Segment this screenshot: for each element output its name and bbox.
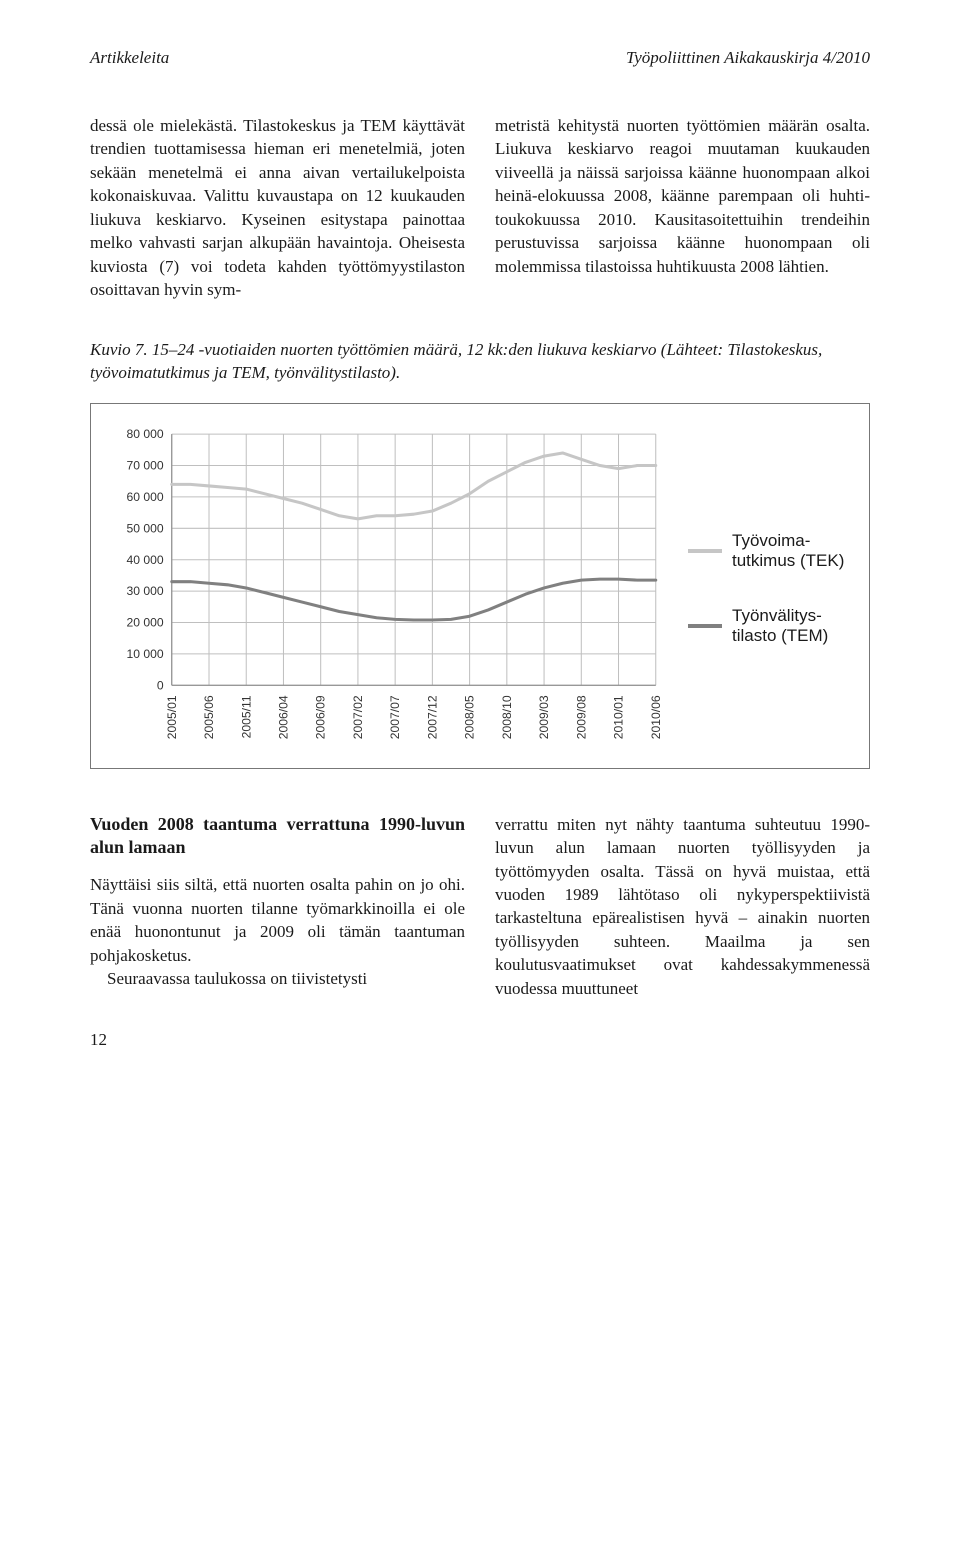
svg-text:2009/08: 2009/08	[574, 695, 588, 739]
svg-text:10 000: 10 000	[127, 646, 164, 660]
svg-text:2010/06: 2010/06	[649, 695, 663, 739]
section-heading: Vuoden 2008 taantuma verrattuna 1990-luv…	[90, 813, 465, 860]
top-paragraphs: dessä ole mielekästä. Tilastokeskus ja T…	[90, 114, 870, 302]
legend-label: Työnvälitys- tilasto (TEM)	[732, 606, 828, 647]
svg-text:50 000: 50 000	[127, 521, 164, 535]
svg-text:60 000: 60 000	[127, 490, 164, 504]
svg-text:2007/07: 2007/07	[388, 695, 402, 739]
svg-text:2007/02: 2007/02	[351, 695, 365, 739]
chart-legend: Työvoima- tutkimus (TEK) Työnvälitys- til…	[676, 422, 851, 756]
svg-text:2005/01: 2005/01	[165, 695, 179, 739]
svg-text:40 000: 40 000	[127, 552, 164, 566]
svg-text:20 000: 20 000	[127, 615, 164, 629]
svg-text:2005/06: 2005/06	[202, 695, 216, 739]
svg-text:80 000: 80 000	[127, 427, 164, 441]
page-number: 12	[90, 1030, 870, 1050]
running-head-right: Työpoliittinen Aikakauskirja 4/2010	[626, 48, 870, 68]
bottom-col-right: verrattu miten nyt nähty taantuma suhteu…	[495, 813, 870, 1001]
bottom-paragraphs: Vuoden 2008 taantuma verrattuna 1990-luv…	[90, 813, 870, 1001]
running-head: Artikkeleita Työpoliittinen Aikakauskirj…	[90, 48, 870, 68]
line-chart: 0 10 000 20 000 30 000 40 000 50 000 60 000 70 …	[109, 422, 676, 756]
svg-text:2009/03: 2009/03	[537, 695, 551, 739]
svg-text:2008/10: 2008/10	[500, 695, 514, 739]
figure-caption: Kuvio 7. 15–24 -vuotiaiden nuorten tyött…	[90, 338, 870, 385]
svg-text:0: 0	[157, 678, 164, 692]
svg-text:2005/11: 2005/11	[239, 695, 253, 738]
legend-swatch	[688, 549, 722, 553]
page: Artikkeleita Työpoliittinen Aikakauskirj…	[0, 0, 960, 1110]
top-col-left: dessä ole mielekästä. Tilastokeskus ja T…	[90, 114, 465, 302]
bottom-left-text: Näyttäisi siis siltä, että nuorten osalt…	[90, 873, 465, 990]
chart-container: 0 10 000 20 000 30 000 40 000 50 000 60 000 70 …	[90, 403, 870, 769]
svg-text:2010/01: 2010/01	[612, 695, 626, 739]
svg-text:70 000: 70 000	[127, 458, 164, 472]
legend-item: Työnvälitys- tilasto (TEM)	[688, 606, 851, 647]
svg-text:2008/05: 2008/05	[463, 695, 477, 739]
svg-text:30 000: 30 000	[127, 584, 164, 598]
legend-item: Työvoima- tutkimus (TEK)	[688, 531, 851, 572]
running-head-left: Artikkeleita	[90, 48, 169, 68]
svg-text:2006/09: 2006/09	[314, 695, 328, 739]
bottom-col-left: Vuoden 2008 taantuma verrattuna 1990-luv…	[90, 813, 465, 1001]
legend-swatch	[688, 624, 722, 628]
top-col-right: metristä kehitystä nuorten työttömien mä…	[495, 114, 870, 302]
legend-label: Työvoima- tutkimus (TEK)	[732, 531, 844, 572]
svg-text:2006/04: 2006/04	[277, 695, 291, 739]
svg-text:2007/12: 2007/12	[425, 695, 439, 739]
